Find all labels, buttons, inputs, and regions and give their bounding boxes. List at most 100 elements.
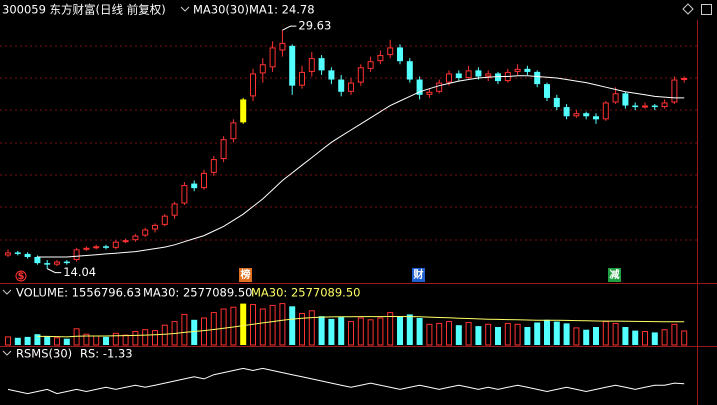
candle-body	[279, 42, 286, 51]
event-icon[interactable]	[608, 268, 621, 282]
rs-value: RS: -1.33	[80, 347, 133, 361]
candle-body	[416, 79, 423, 95]
candle-body	[54, 261, 60, 265]
volume-bar	[583, 329, 590, 345]
candle-body	[651, 105, 658, 108]
candle-body	[269, 47, 276, 68]
candle-body	[83, 247, 90, 250]
candle-body	[63, 261, 70, 264]
volume-bar	[63, 338, 70, 345]
candle-body	[44, 263, 51, 265]
candle-body	[367, 61, 374, 69]
candle-body	[191, 183, 198, 189]
price-grid	[0, 45, 697, 241]
volume-bar	[544, 319, 550, 345]
candle-body	[181, 185, 188, 204]
dropdown-icon[interactable]	[2, 350, 12, 356]
volume-bar	[220, 308, 227, 346]
candle-body	[14, 252, 21, 254]
ma1-value: MA1: 24.78	[249, 3, 315, 17]
candle-body	[583, 113, 590, 117]
event-icon[interactable]	[15, 270, 27, 282]
volume-bar	[397, 316, 403, 345]
candle-body	[250, 73, 256, 97]
volume-bar	[475, 326, 482, 345]
volume-bar	[387, 312, 394, 346]
line-series	[37, 316, 685, 338]
dropdown-icon[interactable]	[2, 289, 12, 295]
ma-name: MA30(30)	[193, 3, 249, 17]
volume-bar	[436, 322, 443, 346]
candle-body	[514, 68, 521, 72]
candle-body	[593, 116, 599, 120]
volume-bar	[93, 335, 100, 346]
candle-body	[73, 249, 80, 261]
event-label[interactable]: $	[18, 271, 25, 282]
volume-bar	[573, 327, 580, 346]
volume-bar	[681, 330, 688, 346]
candle-body	[308, 58, 315, 72]
diamond-icon[interactable]	[682, 3, 694, 15]
candle-body	[661, 102, 668, 108]
volume-bar	[24, 336, 31, 345]
dropdown-icon[interactable]	[180, 6, 190, 12]
volume-bar	[328, 318, 335, 345]
high-label: 29.63	[298, 19, 331, 33]
volume-title: VOLUME: 1556796.63	[16, 286, 141, 300]
volume-bar	[593, 327, 599, 345]
candle-body	[93, 246, 100, 249]
low-label: 14.04	[63, 265, 96, 279]
candle-body	[612, 93, 619, 103]
volume-bar	[103, 336, 109, 345]
volume-bar	[230, 306, 237, 346]
volume-bar	[534, 322, 541, 345]
volume-bar	[671, 323, 678, 346]
event-label[interactable]: 财	[413, 268, 424, 281]
event-icon[interactable]	[239, 268, 252, 282]
candle-body	[387, 47, 394, 56]
candle-body	[348, 82, 354, 92]
volume-bar	[367, 319, 374, 346]
volume-bar	[485, 323, 492, 346]
candle-body	[397, 47, 403, 62]
volume-bar	[279, 303, 286, 346]
line-series	[7, 367, 685, 395]
event-label[interactable]: 榜	[241, 268, 251, 281]
volume-bar	[201, 317, 207, 346]
candle-body	[436, 82, 443, 92]
volume-bar	[338, 317, 345, 345]
candle-body	[24, 253, 31, 257]
volume-bar	[299, 313, 305, 346]
volume-bar	[357, 317, 364, 346]
candle-body	[259, 64, 266, 74]
volume-bar	[455, 325, 462, 345]
rs-title: RSMS(30)	[16, 347, 72, 361]
volume-bar	[661, 329, 668, 346]
volume-bar	[14, 337, 21, 345]
window-icon[interactable]	[701, 4, 712, 15]
candle-body	[240, 99, 247, 123]
candle-body	[671, 79, 678, 103]
candle-body	[602, 102, 609, 120]
event-icon[interactable]	[412, 268, 425, 282]
symbol-title: 300059 东方财富(日线 前复权)	[2, 3, 166, 17]
candle-body	[210, 159, 217, 173]
candle-body	[230, 122, 237, 140]
volume-bar	[622, 327, 629, 345]
annotation-arrow	[282, 25, 297, 31]
candle-body	[338, 79, 345, 92]
volume-ma-yellow: MA30: 2577089.50	[251, 286, 360, 300]
volume-bar	[122, 334, 129, 346]
candle-body	[103, 246, 109, 248]
volume-bar	[83, 333, 90, 346]
annotation-arrow	[46, 268, 62, 274]
event-label[interactable]: 减	[610, 268, 620, 281]
volume-ma-white: MA30: 2577089.50	[143, 286, 252, 300]
candle-body	[142, 229, 149, 236]
volume-bar	[5, 336, 11, 346]
volume-bar	[416, 318, 423, 345]
volume-bar	[181, 313, 188, 346]
volume-bar	[377, 317, 384, 346]
volume-bar	[446, 321, 452, 346]
